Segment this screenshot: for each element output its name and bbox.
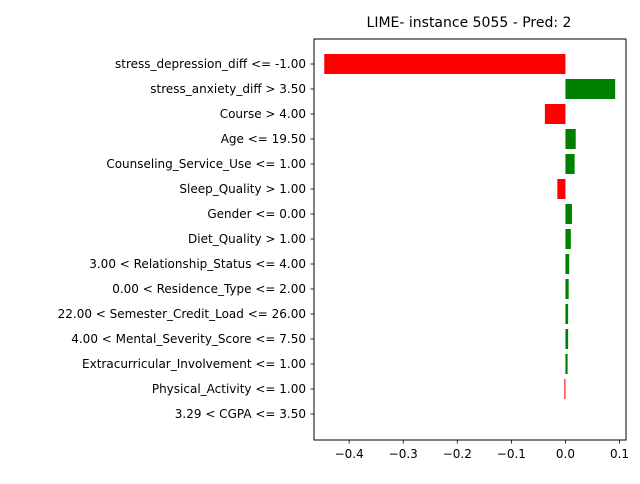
bars-layer	[324, 54, 616, 399]
bar-3	[544, 104, 566, 124]
bar-1	[324, 54, 566, 74]
bar-9	[565, 254, 570, 274]
bar-14	[564, 379, 566, 399]
y-tick-label: Age <= 19.50	[221, 132, 306, 146]
y-tick-label: 3.29 < CGPA <= 3.50	[175, 407, 306, 421]
bar-11	[565, 304, 569, 324]
x-tick-label: 0.1	[610, 447, 629, 461]
y-tick-label: Gender <= 0.00	[207, 207, 306, 221]
plot-frame	[313, 38, 627, 441]
bar-7	[565, 204, 572, 224]
bar-12	[565, 329, 569, 349]
y-tick-label: Counseling_Service_Use <= 1.00	[106, 157, 306, 171]
x-tick-label: −0.1	[497, 447, 526, 461]
y-tick-label: 22.00 < Semester_Credit_Load <= 26.00	[58, 307, 306, 321]
y-tick-label: stress_anxiety_diff > 3.50	[150, 82, 306, 96]
bar-10	[565, 279, 569, 299]
y-tick-label: Diet_Quality > 1.00	[188, 232, 306, 246]
y-tick-label: 4.00 < Mental_Severity_Score <= 7.50	[71, 332, 306, 346]
x-tick-label: 0.0	[556, 447, 575, 461]
x-tick-label: −0.2	[443, 447, 472, 461]
x-tick-label: −0.4	[335, 447, 364, 461]
bar-6	[557, 179, 566, 199]
y-tick-label: Course > 4.00	[220, 107, 306, 121]
x-tick-label: −0.3	[389, 447, 418, 461]
y-tick-label: Sleep_Quality > 1.00	[179, 182, 306, 196]
y-tick-label: 0.00 < Residence_Type <= 2.00	[112, 282, 306, 296]
y-tick-label: Extracurricular_Involvement <= 1.00	[82, 357, 306, 371]
bar-8	[565, 229, 571, 249]
y-tick-label: stress_depression_diff <= -1.00	[115, 57, 306, 71]
bar-4	[565, 129, 576, 149]
chart-title: LIME- instance 5055 - Pred: 2	[367, 15, 572, 31]
y-tick-label: Physical_Activity <= 1.00	[152, 382, 306, 396]
y-tick-label: 3.00 < Relationship_Status <= 4.00	[89, 257, 306, 271]
x-axis: −0.4 −0.3 −0.2 −0.1 0.0 0.1	[335, 440, 629, 461]
bar-5	[565, 154, 575, 174]
bar-13	[565, 354, 568, 374]
bar-2	[565, 79, 616, 99]
y-tick-labels: stress_depression_diff <= -1.00 stress_an…	[58, 57, 314, 421]
